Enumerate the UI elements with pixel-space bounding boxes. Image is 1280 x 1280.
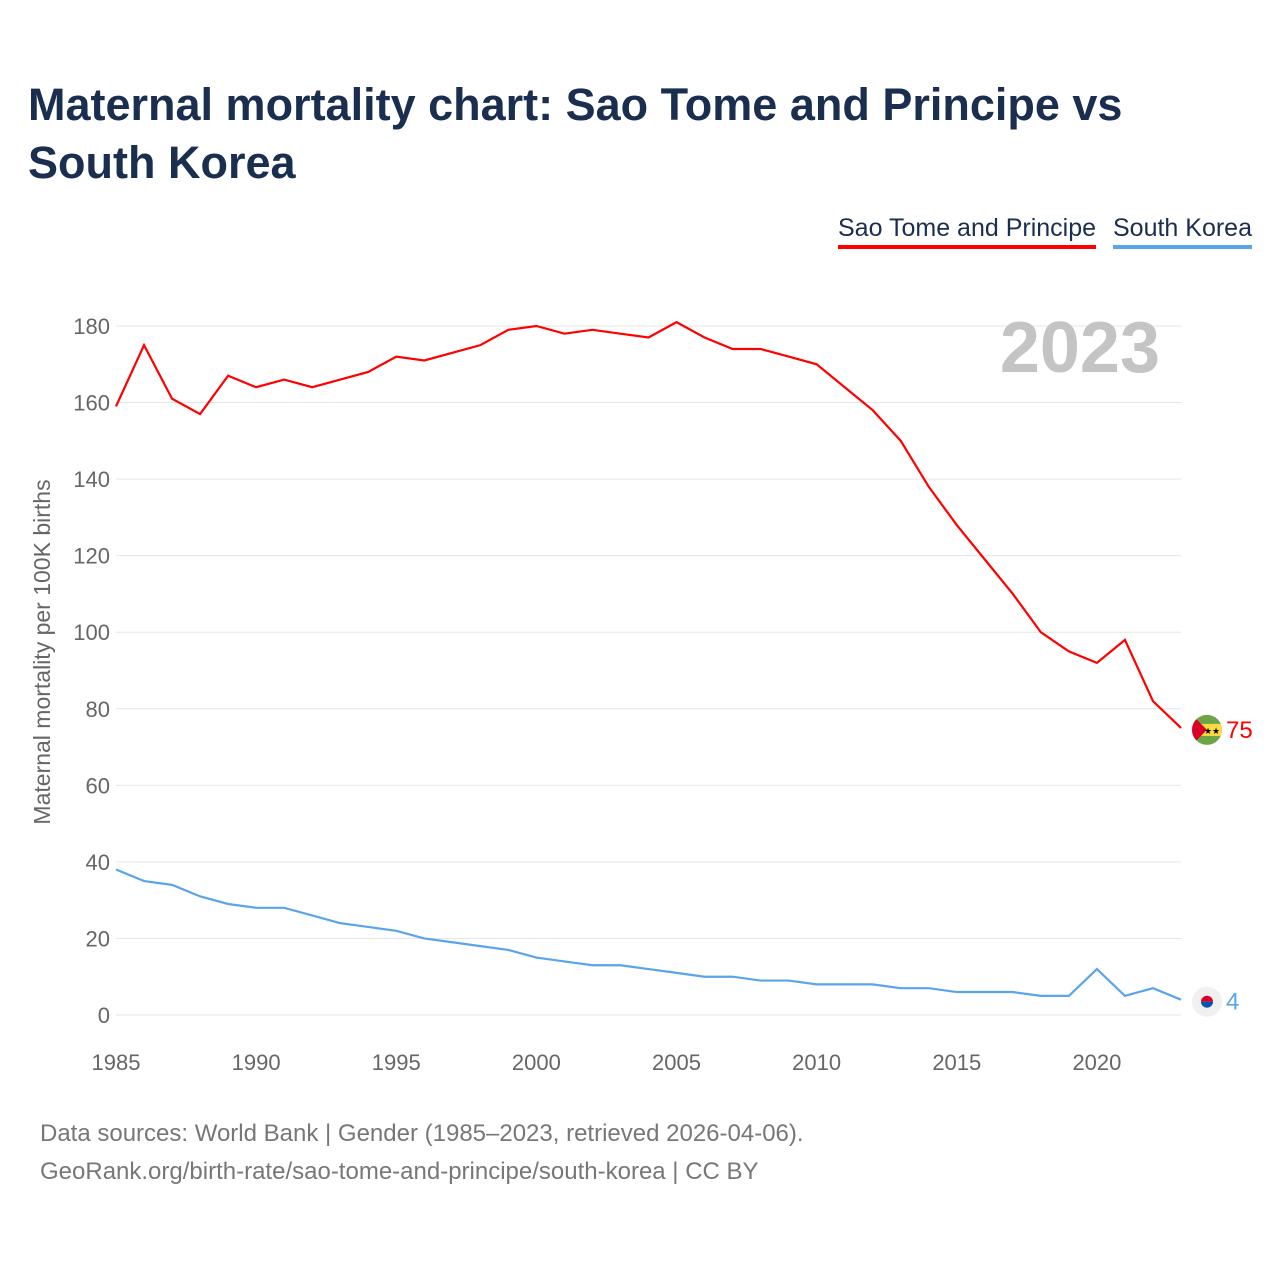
legend-item-south-korea[interactable]: South Korea — [1113, 214, 1252, 249]
y-tick-label: 100 — [73, 620, 110, 645]
y-tick-label: 0 — [98, 1003, 110, 1028]
flag-stars: ★★ — [1204, 726, 1220, 736]
flag-red — [1201, 995, 1213, 1002]
flag-blue — [1201, 1001, 1213, 1008]
chart-title: Maternal mortality chart: Sao Tome and P… — [28, 79, 1123, 188]
footer-link[interactable]: GeoRank.org/birth-rate/sao-tome-and-prin… — [40, 1158, 759, 1185]
x-tick-label: 2005 — [652, 1050, 701, 1075]
x-tick-label: 1985 — [92, 1050, 141, 1075]
y-tick-label: 20 — [86, 926, 110, 951]
current-year-label: 2023 — [1000, 308, 1160, 388]
y-tick-label: 180 — [73, 314, 110, 339]
end-value-label: 4 — [1226, 989, 1239, 1016]
x-tick-label: 1990 — [232, 1050, 281, 1075]
y-tick-label: 40 — [86, 850, 110, 875]
footer-sources: Data sources: World Bank | Gender (1985–… — [40, 1120, 804, 1147]
sao-tome-flag-icon: ★★ — [1192, 714, 1222, 745]
series-line-sao-tome — [114, 320, 1182, 729]
y-tick-label: 160 — [73, 391, 110, 416]
x-tick-label: 2000 — [512, 1050, 561, 1075]
end-value-label: 75 — [1226, 717, 1253, 744]
series-line-south-korea — [115, 868, 1182, 1001]
x-tick-label: 2015 — [932, 1050, 981, 1075]
x-tick-label: 1995 — [372, 1050, 421, 1075]
y-axis-label: Maternal mortality per 100K births — [29, 479, 55, 824]
x-tick-label: 2010 — [792, 1050, 841, 1075]
y-tick-label: 120 — [73, 544, 110, 569]
flag-triangle — [1192, 714, 1207, 745]
south-korea-flag-icon — [1192, 986, 1222, 1017]
y-tick-label: 80 — [86, 697, 110, 722]
legend-item-sao-tome[interactable]: Sao Tome and Principe — [838, 214, 1097, 249]
y-tick-label: 140 — [73, 467, 110, 492]
y-tick-label: 60 — [86, 773, 110, 798]
x-tick-label: 2020 — [1072, 1050, 1121, 1075]
